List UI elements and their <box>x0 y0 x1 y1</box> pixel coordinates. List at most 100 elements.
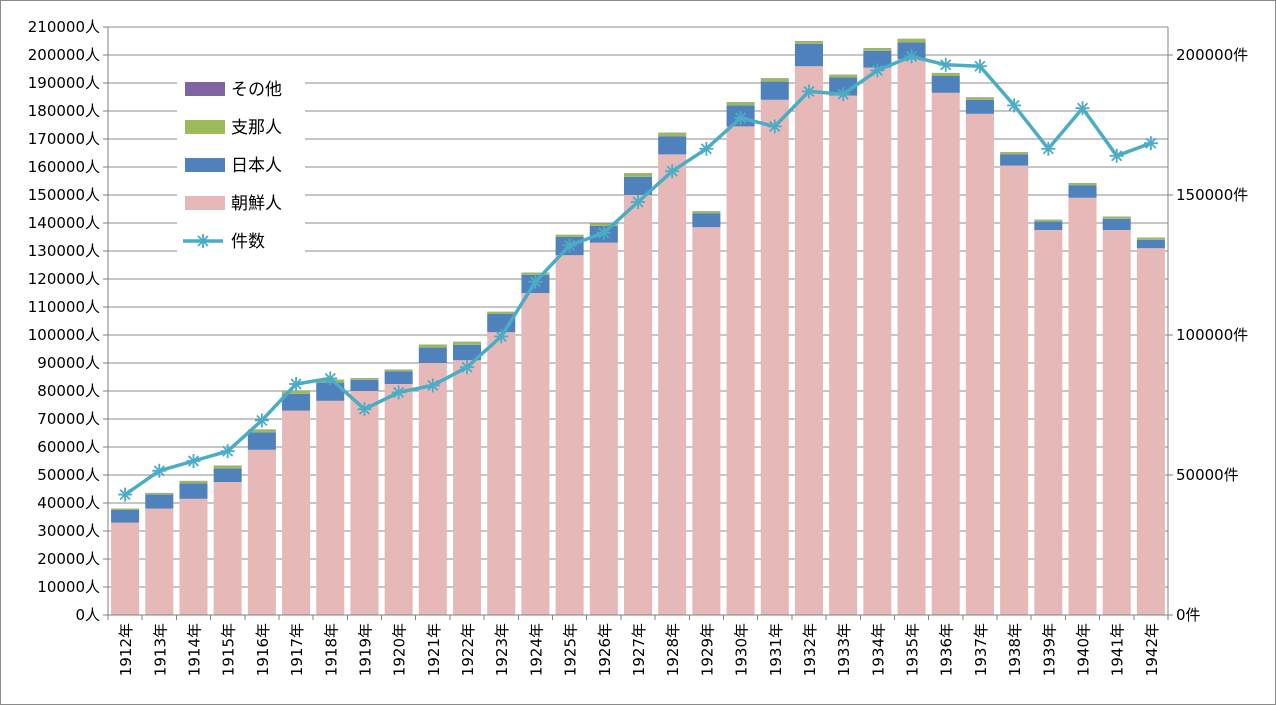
bar-segment-日本人-1920年 <box>385 371 413 384</box>
x-tick-label: 1922年 <box>459 623 477 676</box>
bar-segment-支那人-1919年 <box>350 378 378 379</box>
bar-segment-支那人-1920年 <box>385 370 413 372</box>
bar-segment-支那人-1935年 <box>898 39 926 42</box>
bar-segment-日本人-1940年 <box>1068 185 1096 198</box>
x-tick-label: 1931年 <box>767 623 785 676</box>
bar-segment-支那人-1940年 <box>1068 183 1096 185</box>
bar-segment-朝鮮人-1928年 <box>658 154 686 615</box>
line-point-1914年 <box>186 454 200 468</box>
y-tick-label-left: 90000人 <box>37 354 100 372</box>
bar-segment-日本人-1915年 <box>214 469 242 482</box>
bar-segment-支那人-1934年 <box>863 48 891 51</box>
bar-segment-朝鮮人-1922年 <box>453 360 481 615</box>
x-tick-label: 1936年 <box>938 623 956 676</box>
x-tick-label: 1915年 <box>220 623 238 676</box>
line-point-1921年 <box>426 378 440 392</box>
y-tick-label-left: 130000人 <box>28 242 100 260</box>
line-point-1936年 <box>939 58 953 72</box>
line-point-1924年 <box>528 275 542 289</box>
line-point-1923年 <box>494 329 508 343</box>
bar-segment-朝鮮人-1924年 <box>521 293 549 615</box>
line-point-1941年 <box>1110 149 1124 163</box>
bar-segment-支那人-1922年 <box>453 342 481 345</box>
bar-segment-日本人-1928年 <box>658 136 686 154</box>
x-tick-label: 1932年 <box>801 623 819 676</box>
bar-segment-日本人-1941年 <box>1103 219 1131 230</box>
y-tick-label-left: 120000人 <box>28 270 100 288</box>
y-tick-label-left: 150000人 <box>28 186 100 204</box>
line-point-1929年 <box>699 142 713 156</box>
bar-segment-朝鮮人-1933年 <box>829 96 857 615</box>
bar-segment-朝鮮人-1934年 <box>863 68 891 615</box>
bar-segment-朝鮮人-1921年 <box>419 363 447 615</box>
line-point-1919年 <box>357 402 371 416</box>
bar-segment-朝鮮人-1920年 <box>385 384 413 615</box>
x-tick-label: 1917年 <box>288 623 306 676</box>
line-point-1927年 <box>631 195 645 209</box>
line-point-1915年 <box>221 444 235 458</box>
bar-segment-支那人-1939年 <box>1034 220 1062 222</box>
y-tick-label-left: 200000人 <box>28 46 100 64</box>
bar-segment-朝鮮人-1927年 <box>624 195 652 615</box>
x-tick-label: 1926年 <box>596 623 614 676</box>
y-tick-label-left: 40000人 <box>37 494 100 512</box>
line-point-1912年 <box>118 488 132 502</box>
x-tick-label: 1940年 <box>1075 623 1093 676</box>
x-tick-label: 1924年 <box>527 623 545 676</box>
line-point-1918年 <box>323 371 337 385</box>
y-tick-label-right: 100000件 <box>1176 326 1248 344</box>
y-tick-label-left: 70000人 <box>37 410 100 428</box>
bar-segment-支那人-1928年 <box>658 133 686 136</box>
y-tick-label-left: 0人 <box>75 606 100 624</box>
y-tick-label-right: 150000件 <box>1176 186 1248 204</box>
y-tick-label-left: 20000人 <box>37 550 100 568</box>
legend-swatch-朝鮮人 <box>185 196 225 210</box>
bar-segment-支那人-1923年 <box>487 312 515 314</box>
bar-segment-日本人-1929年 <box>692 213 720 227</box>
line-point-1939年 <box>1041 142 1055 156</box>
legend-swatch-支那人 <box>185 120 225 134</box>
x-tick-label: 1938年 <box>1006 623 1024 676</box>
legend-swatch-marker <box>196 234 210 248</box>
legend-swatch-日本人 <box>185 158 225 172</box>
x-tick-label: 1923年 <box>493 623 511 676</box>
x-tick-label: 1935年 <box>904 623 922 676</box>
x-tick-label: 1921年 <box>425 623 443 676</box>
bar-segment-朝鮮人-1942年 <box>1137 248 1165 615</box>
bar-segment-支那人-1930年 <box>727 102 755 105</box>
line-point-1938年 <box>1007 98 1021 112</box>
x-tick-label: 1937年 <box>972 623 990 676</box>
bar-segment-朝鮮人-1931年 <box>761 100 789 615</box>
line-point-1934年 <box>870 63 884 77</box>
bar-segment-支那人-1915年 <box>214 466 242 469</box>
x-tick-label: 1925年 <box>562 623 580 676</box>
line-point-1916年 <box>255 413 269 427</box>
bar-segment-支那人-1942年 <box>1137 238 1165 240</box>
bar-segment-支那人-1912年 <box>111 509 139 510</box>
bar-segment-支那人-1933年 <box>829 75 857 78</box>
bar-segment-日本人-1919年 <box>350 380 378 391</box>
y-tick-label-left: 190000人 <box>28 74 100 92</box>
y-tick-label-left: 210000人 <box>28 18 100 36</box>
line-point-1922年 <box>460 360 474 374</box>
y-tick-label-left: 10000人 <box>37 578 100 596</box>
x-tick-label: 1912年 <box>117 623 135 676</box>
y-tick-label-left: 170000人 <box>28 130 100 148</box>
x-tick-label: 1941年 <box>1109 623 1127 676</box>
bar-segment-支那人-1932年 <box>795 41 823 44</box>
bar-segment-朝鮮人-1937年 <box>966 114 994 615</box>
bar-segment-朝鮮人-1936年 <box>932 93 960 615</box>
bar-segment-朝鮮人-1932年 <box>795 66 823 615</box>
line-point-1935年 <box>905 49 919 63</box>
line-point-1942年 <box>1144 136 1158 150</box>
bar-segment-日本人-1931年 <box>761 82 789 100</box>
bar-segment-日本人-1921年 <box>419 348 447 363</box>
line-point-1932年 <box>802 84 816 98</box>
y-axis-left-ticks: 0人10000人20000人30000人40000人50000人60000人70… <box>28 18 100 624</box>
line-point-1931年 <box>768 119 782 133</box>
bar-segment-支那人-1941年 <box>1103 217 1131 219</box>
line-point-1940年 <box>1076 101 1090 115</box>
line-point-1933年 <box>836 87 850 101</box>
